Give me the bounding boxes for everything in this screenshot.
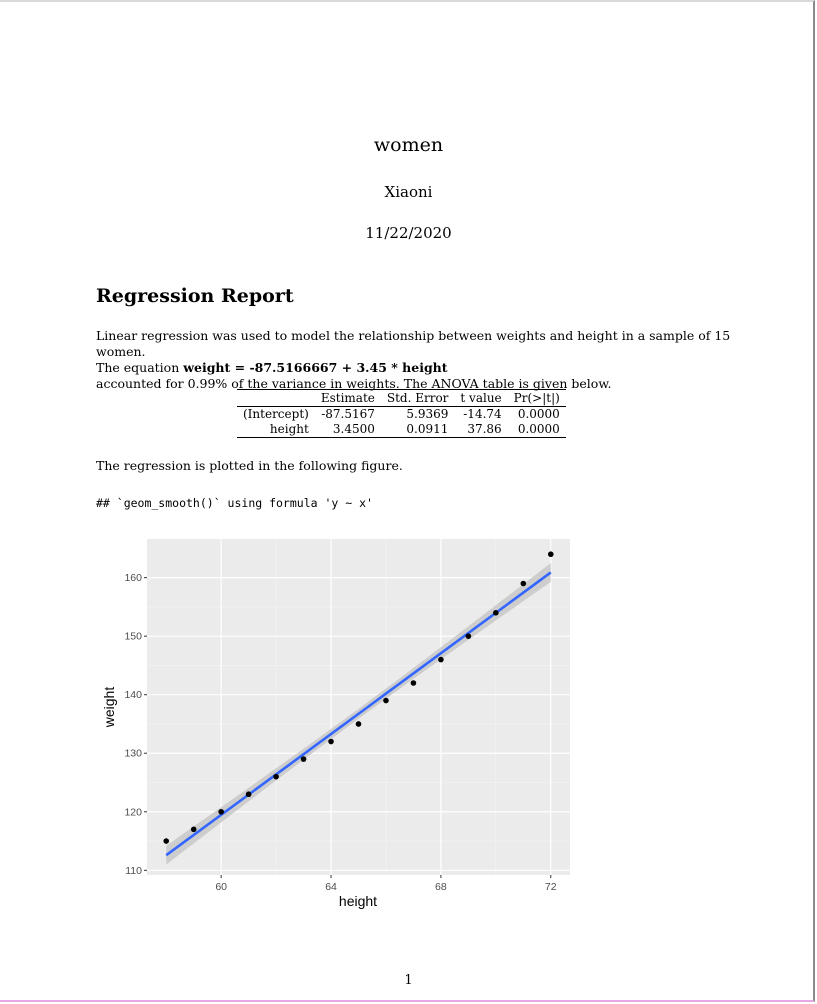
x-tick-label: 68: [435, 881, 447, 893]
anova-cell: 0.0911: [406, 422, 449, 436]
anova-header-cell: Std. Error: [380, 389, 455, 407]
anova-cell: 3.4500: [332, 422, 375, 436]
console-message: ## `geom_smooth()` using formula 'y ~ x': [96, 496, 373, 510]
anova-cell: 37.86: [467, 422, 502, 436]
data-point: [465, 633, 472, 639]
regression-plot: 60 64 68 72 110 120 130 140 150 160 height weight: [101, 539, 570, 909]
anova-cell: height: [269, 422, 309, 436]
data-point: [245, 791, 252, 798]
data-point: [218, 808, 224, 815]
y-tick-label: 160: [124, 572, 142, 584]
data-point: [520, 580, 527, 587]
anova-header-row: Estimate Std. Error t value Pr(>|t|): [237, 389, 566, 407]
anova-header-cell: [237, 389, 315, 407]
plot-caption: The regression is plotted in the followi…: [96, 458, 403, 473]
points-layer: [163, 551, 554, 844]
data-point: [355, 721, 362, 727]
y-tick-label: 130: [124, 748, 142, 760]
intro-line-2: The equation weight = -87.5166667 + 3.45…: [96, 360, 736, 376]
document-date: 11/22/2020: [365, 224, 452, 242]
table-row: (Intercept) -87.5167 5.9369 -14.74 0.000…: [237, 407, 566, 423]
y-tick-label: 150: [124, 631, 142, 643]
intro-paragraph: Linear regression was used to model the …: [96, 328, 736, 392]
anova-header-cell: Pr(>|t|): [507, 389, 566, 407]
intro-line-1: Linear regression was used to model the …: [96, 328, 731, 359]
data-point: [410, 680, 417, 686]
anova-header-cell: Estimate: [314, 389, 381, 407]
document-author: Xiaoni: [384, 183, 433, 201]
anova-cell: 0.0000: [517, 407, 560, 421]
y-tick-label: 110: [125, 865, 142, 877]
data-point: [438, 656, 444, 663]
x-axis-title: height: [339, 893, 377, 909]
equation-prefix: The equation: [96, 360, 184, 375]
anova-cell: 5.9369: [406, 407, 449, 421]
regression-equation: weight = -87.5166667 + 3.45 * height: [183, 360, 448, 375]
anova-cell: -14.74: [463, 407, 502, 421]
fit-line-layer: [165, 571, 552, 857]
data-point: [328, 738, 334, 745]
data-point: [383, 697, 389, 704]
document-title: women: [373, 134, 444, 156]
x-tick-label: 60: [215, 881, 227, 893]
section-heading: Regression Report: [96, 285, 294, 307]
page-number: 1: [404, 973, 413, 988]
data-point: [190, 826, 197, 833]
x-tick-label: 64: [325, 881, 337, 893]
data-point: [273, 773, 279, 780]
anova-header-cell: t value: [454, 389, 508, 407]
x-tick-label: 72: [545, 881, 557, 893]
axis-layer: 60 64 68 72 110 120 130 140 150 160: [124, 572, 556, 893]
y-axis-title: weight: [101, 687, 117, 729]
grid-major: [147, 539, 570, 875]
data-point: [547, 551, 554, 558]
y-tick-label: 140: [124, 689, 142, 701]
data-point: [163, 838, 170, 844]
y-tick-label: 120: [124, 806, 142, 818]
anova-cell: 0.0000: [517, 422, 560, 436]
anova-cell: (Intercept): [243, 407, 309, 421]
data-point: [300, 756, 307, 762]
anova-cell: -87.5167: [321, 407, 375, 421]
regression-line: [165, 571, 552, 857]
intro-line-3: accounted for 0.99% of the variance in w…: [96, 376, 612, 391]
data-point: [493, 609, 499, 616]
table-row: height 3.4500 0.0911 37.86 0.0000: [237, 422, 566, 438]
anova-table: Estimate Std. Error t value Pr(>|t|) (In…: [237, 389, 566, 438]
